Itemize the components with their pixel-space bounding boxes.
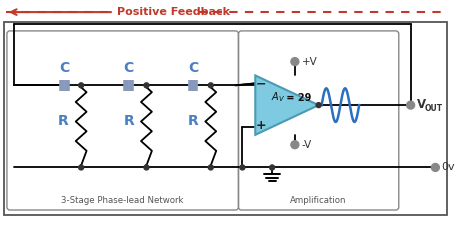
Text: C: C bbox=[59, 61, 69, 75]
Circle shape bbox=[144, 165, 149, 170]
Circle shape bbox=[406, 101, 414, 109]
Text: C: C bbox=[187, 61, 197, 75]
Circle shape bbox=[144, 83, 149, 88]
Circle shape bbox=[239, 165, 244, 170]
Text: Positive Feedback: Positive Feedback bbox=[116, 7, 229, 17]
Text: Amplification: Amplification bbox=[290, 196, 346, 205]
Circle shape bbox=[208, 83, 213, 88]
Text: = 29: = 29 bbox=[283, 93, 311, 103]
Text: 3-Stage Phase-lead Network: 3-Stage Phase-lead Network bbox=[61, 196, 183, 205]
Text: $A_V$: $A_V$ bbox=[271, 90, 285, 104]
Text: +: + bbox=[255, 119, 266, 132]
Text: V: V bbox=[416, 98, 425, 111]
Text: −: − bbox=[255, 78, 266, 91]
Circle shape bbox=[208, 165, 213, 170]
Text: R: R bbox=[187, 114, 198, 128]
Circle shape bbox=[269, 165, 274, 170]
Text: 0v: 0v bbox=[440, 162, 454, 172]
Text: C: C bbox=[123, 61, 133, 75]
Circle shape bbox=[79, 83, 83, 88]
Text: R: R bbox=[123, 114, 134, 128]
Polygon shape bbox=[255, 75, 318, 135]
Text: +V: +V bbox=[301, 57, 317, 67]
Text: -V: -V bbox=[301, 140, 311, 150]
Text: OUT: OUT bbox=[424, 104, 442, 113]
Circle shape bbox=[430, 164, 438, 171]
Circle shape bbox=[290, 141, 298, 149]
Text: R: R bbox=[58, 114, 69, 128]
Circle shape bbox=[290, 58, 298, 65]
Circle shape bbox=[315, 103, 320, 108]
Circle shape bbox=[79, 165, 83, 170]
